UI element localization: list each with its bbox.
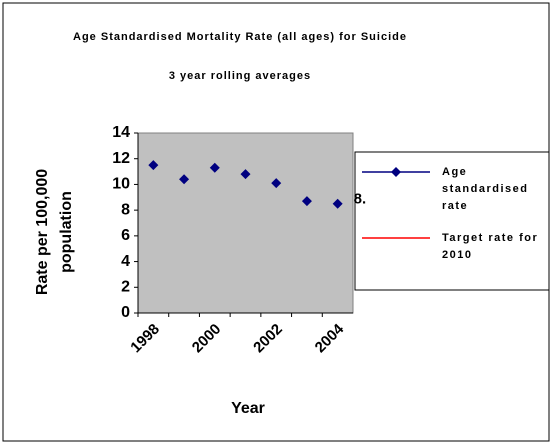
x-axis-label: Year — [231, 400, 265, 417]
point — [240, 169, 251, 180]
y-tick-label: 12 — [112, 150, 130, 167]
chart-title: Age Standardised Mortality Rate (all age… — [73, 31, 407, 43]
y-tick-label: 14 — [112, 124, 130, 141]
point — [332, 198, 343, 209]
y-tick-label: 2 — [121, 279, 130, 296]
y-tick-label: 10 — [112, 176, 130, 193]
y-tick-label: 8 — [121, 201, 130, 218]
legend-marker — [391, 167, 401, 177]
plot-area — [137, 132, 354, 314]
data-label: 8. — [354, 191, 367, 208]
y-tick-label: 6 — [121, 227, 130, 244]
y-tick-label: 4 — [121, 253, 130, 270]
point — [209, 162, 220, 173]
legend-label: Target rate for 2010 — [442, 232, 539, 261]
point — [179, 174, 190, 185]
point — [271, 178, 282, 189]
point — [301, 196, 312, 207]
y-tick-label: 0 — [121, 304, 130, 321]
point — [148, 160, 159, 171]
legend-label: Age standardised rate — [442, 166, 529, 212]
y-axis-label: Rate per 100,000 population — [34, 168, 75, 296]
chart-subtitle: 3 year rolling averages — [168, 70, 312, 82]
legend-box — [354, 151, 550, 291]
